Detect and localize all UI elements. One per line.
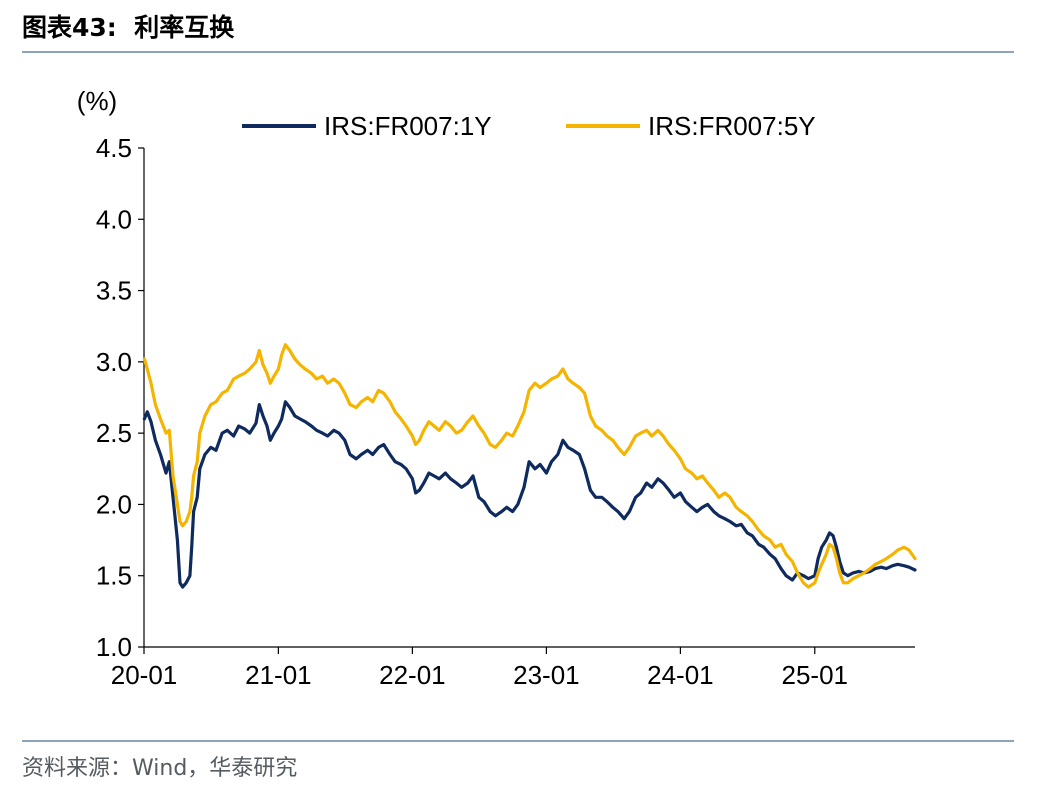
y-tick-label: 3.0 [96,347,132,377]
y-tick-label: 3.5 [96,276,132,306]
y-tick-label: 1.5 [96,561,132,591]
y-tick-label: 1.0 [96,632,132,662]
y-axis-unit-label: (%) [77,86,117,116]
legend-label: IRS:FR007:1Y [324,111,492,141]
x-tick-label: 23-01 [513,660,580,690]
x-tick-label: 25-01 [782,660,849,690]
y-tick-label: 4.5 [96,133,132,163]
series-line-irs-5y [142,343,917,589]
x-tick-label: 20-01 [111,660,178,690]
x-tick-label: 24-01 [647,660,714,690]
legend: IRS:FR007:1Y IRS:FR007:5Y [242,111,816,141]
legend-label: IRS:FR007:5Y [648,111,816,141]
x-tick-label: 21-01 [245,660,312,690]
y-tick-label: 2.0 [96,489,132,519]
title-divider [22,51,1014,53]
x-tick-label: 22-01 [379,660,446,690]
irs-line-chart: 1.0 1.5 2.0 2.5 3.0 3.5 4.0 4.5 20-01 21-01 22-01… [77,86,917,690]
source-note: 资料来源：Wind，华泰研究 [22,756,298,781]
y-tick-label: 2.5 [96,418,132,448]
source-divider [22,740,1014,742]
y-axis: 1.0 1.5 2.0 2.5 3.0 3.5 4.0 4.5 [96,133,145,662]
series-lines [142,343,917,589]
y-tick-label: 4.0 [96,204,132,234]
figure-title: 图表43: 利率互换 [22,13,235,42]
x-axis: 20-01 21-01 22-01 23-01 24-01 25-01 [111,646,915,690]
series-line-irs-1y [142,400,917,589]
